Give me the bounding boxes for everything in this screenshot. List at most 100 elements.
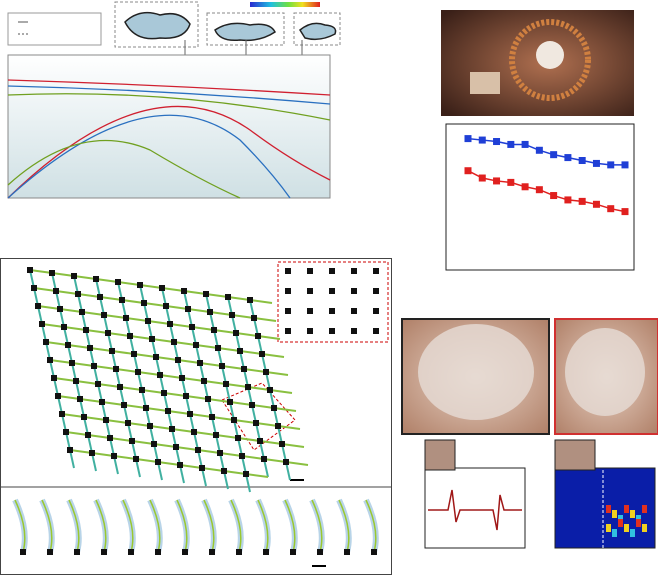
panel-top-left — [7, 1, 341, 199]
interconnect — [251, 404, 275, 409]
interconnect — [57, 395, 81, 400]
node — [20, 549, 26, 555]
node — [221, 468, 227, 474]
interconnect — [139, 284, 163, 289]
interconnect — [51, 272, 75, 277]
interconnect — [103, 314, 127, 319]
spectral-blob — [630, 510, 635, 518]
wave — [365, 499, 377, 553]
interconnect — [239, 350, 263, 355]
interconnect — [247, 386, 271, 391]
node — [213, 432, 219, 438]
spectral-blob — [606, 524, 611, 532]
node — [351, 328, 357, 334]
node — [169, 426, 175, 432]
node — [229, 312, 235, 318]
wave — [311, 499, 323, 553]
node — [151, 441, 157, 447]
interconnect — [145, 407, 169, 412]
node — [249, 402, 255, 408]
interconnect — [85, 329, 109, 334]
node — [215, 345, 221, 351]
node — [47, 549, 53, 555]
node — [251, 315, 257, 321]
spectral-blob — [612, 510, 617, 518]
point — [578, 157, 586, 164]
spectral-blob — [636, 519, 641, 527]
wave — [257, 499, 269, 553]
interconnect — [245, 473, 269, 478]
point — [621, 161, 629, 169]
interconnect — [157, 461, 181, 466]
interconnect — [111, 350, 135, 355]
interconnect — [93, 365, 117, 370]
interconnect — [127, 422, 151, 427]
wave — [41, 499, 53, 553]
node — [263, 369, 269, 375]
wave — [68, 499, 80, 553]
node — [105, 330, 111, 336]
node — [351, 268, 357, 274]
colorbar — [250, 2, 320, 7]
interconnect — [151, 338, 175, 343]
node — [191, 429, 197, 435]
node — [223, 381, 229, 387]
node — [91, 363, 97, 369]
node — [329, 288, 335, 294]
interconnect — [217, 347, 241, 352]
node — [159, 285, 165, 291]
node — [75, 291, 81, 297]
interconnect — [77, 293, 101, 298]
node — [257, 438, 263, 444]
wave — [230, 499, 242, 553]
interconnect — [95, 278, 119, 283]
patch — [418, 324, 534, 420]
node — [179, 375, 185, 381]
spectral-blob — [618, 519, 623, 527]
point — [592, 200, 600, 208]
node — [373, 308, 379, 314]
point — [493, 177, 501, 185]
interconnect — [147, 320, 171, 325]
node — [127, 333, 133, 339]
interconnect — [199, 362, 223, 367]
node — [351, 308, 357, 314]
interconnect — [235, 332, 259, 337]
interconnect — [185, 395, 209, 400]
node — [285, 268, 291, 274]
node — [193, 342, 199, 348]
node — [77, 396, 83, 402]
node — [185, 306, 191, 312]
curve — [7, 114, 291, 199]
node — [279, 441, 285, 447]
interconnect — [71, 362, 95, 367]
node — [197, 360, 203, 366]
curve — [7, 85, 331, 105]
node — [155, 549, 161, 555]
point — [464, 167, 472, 175]
node — [39, 321, 45, 327]
interconnect — [197, 449, 221, 454]
curve — [7, 105, 331, 199]
interconnect — [41, 323, 65, 328]
interconnect — [55, 290, 79, 295]
interconnect — [215, 434, 239, 439]
interconnect — [273, 407, 297, 412]
node — [187, 411, 193, 417]
node — [317, 549, 323, 555]
interconnect — [181, 377, 205, 382]
point — [564, 154, 572, 162]
node — [236, 549, 242, 555]
node — [83, 327, 89, 333]
node — [171, 339, 177, 345]
node — [329, 308, 335, 314]
point — [493, 138, 501, 146]
interconnect — [113, 455, 137, 460]
interconnect — [59, 308, 83, 313]
interconnect — [143, 302, 167, 307]
node — [93, 276, 99, 282]
node — [57, 306, 63, 312]
interconnect — [227, 296, 251, 301]
node — [63, 429, 69, 435]
interconnect — [107, 332, 131, 337]
